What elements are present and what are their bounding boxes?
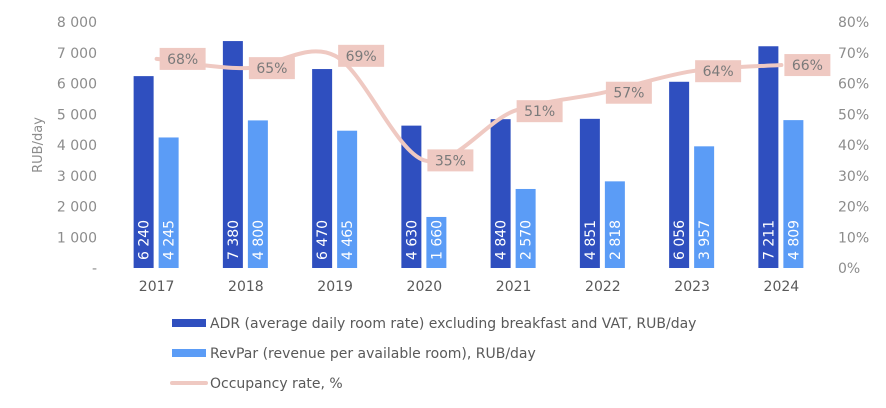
occupancy-label: 66% — [792, 58, 823, 74]
revpar-bar — [694, 146, 715, 268]
y-tick-label: 3 000 — [57, 169, 97, 185]
y-tick-label: - — [92, 261, 97, 277]
revpar-bar-label: 1 660 — [429, 220, 445, 260]
adr-bar — [490, 119, 511, 268]
revpar-bar — [515, 188, 536, 268]
y2-tick-label: 40% — [838, 138, 869, 154]
revpar-bar-label: 4 800 — [251, 220, 267, 260]
revpar-bar — [426, 216, 447, 268]
occupancy-label-box — [605, 81, 652, 104]
y2-tick-label: 30% — [838, 169, 869, 185]
y2-tick-label: 50% — [838, 107, 869, 123]
occupancy-label: 69% — [346, 49, 377, 65]
occupancy-label: 65% — [256, 61, 287, 77]
x-tick-label: 2021 — [496, 279, 532, 295]
y2-tick-label: 80% — [838, 15, 869, 31]
adr-bar — [579, 118, 600, 268]
occupancy-label-box — [427, 149, 474, 172]
occupancy-label-box — [159, 47, 206, 70]
occupancy-label: 51% — [524, 104, 555, 120]
y-tick-label: 8 000 — [57, 15, 97, 31]
revpar-bar-label: 2 818 — [608, 220, 624, 260]
revpar-bar-label: 2 570 — [519, 220, 535, 260]
occupancy-label-box — [248, 57, 295, 80]
revpar-bar — [247, 120, 268, 269]
legend: ADR (average daily room rate) excluding … — [170, 316, 696, 392]
x-tick-label: 2018 — [228, 279, 264, 295]
revpar-bar-label: 3 957 — [697, 220, 713, 260]
y-tick-label: 2 000 — [57, 200, 97, 216]
x-axis-ticks: 2017 2018 2019 2020 2021 2022 2023 2024 — [139, 279, 799, 295]
adr-bar — [758, 46, 779, 268]
occupancy-label-box — [516, 100, 563, 123]
y2-tick-label: 60% — [838, 77, 869, 93]
y-axis-ticks: - 1 000 2 000 3 000 4 000 5 000 6 000 7 000 8 00… — [57, 15, 97, 277]
y2-tick-label: 20% — [838, 200, 869, 216]
adr-bar — [401, 125, 422, 268]
legend-label: RevPar (revenue per available room), RUB… — [210, 346, 536, 362]
adr-bar — [133, 76, 154, 269]
x-tick-label: 2017 — [139, 279, 175, 295]
y-axis-title: RUB/day — [31, 117, 46, 173]
legend-label: Occupancy rate, % — [210, 376, 343, 392]
revpar-bar-label: 4 245 — [162, 220, 178, 260]
adr-bar-label: 4 851 — [583, 220, 599, 260]
x-tick-label: 2019 — [317, 279, 353, 295]
legend-label: ADR (average daily room rate) excluding … — [210, 316, 696, 332]
revpar-bar-label: 4 465 — [340, 220, 356, 260]
y2-tick-label: 70% — [838, 46, 869, 62]
adr-bar-label: 6 470 — [315, 220, 331, 260]
occupancy-label: 68% — [167, 52, 198, 68]
revpar-bar — [783, 120, 804, 268]
adr-bar — [312, 69, 333, 268]
legend-swatch-adr — [172, 319, 206, 327]
revpar-bar — [604, 181, 625, 268]
y2-tick-label: 10% — [838, 230, 869, 246]
x-tick-label: 2024 — [764, 279, 800, 295]
adr-bar-label: 4 840 — [494, 220, 510, 260]
adr-bar-label: 7 380 — [226, 220, 242, 260]
adr-bar-label: 7 211 — [761, 220, 777, 260]
adr-bar — [669, 81, 690, 268]
adr-bar-label: 6 240 — [137, 220, 153, 260]
x-tick-label: 2023 — [674, 279, 710, 295]
occupancy-label: 57% — [613, 86, 644, 102]
occupancy-label-box — [695, 60, 742, 83]
adr-bar-label: 6 056 — [672, 220, 688, 260]
y-tick-label: 4 000 — [57, 138, 97, 154]
y-tick-label: 5 000 — [57, 107, 97, 123]
y-tick-label: 1 000 — [57, 230, 97, 246]
y-tick-label: 7 000 — [57, 46, 97, 62]
occupancy-label: 64% — [703, 64, 734, 80]
y2-axis-ticks: 0% 10% 20% 30% 40% 50% 60% 70% 80% — [838, 15, 869, 277]
revpar-bar-label: 4 809 — [786, 220, 802, 260]
occupancy-label-box — [338, 44, 385, 67]
occupancy-line: 68% 65% 69% 35% 51% 57% 64% 66% — [154, 44, 831, 172]
revpar-bar — [337, 130, 358, 268]
y-tick-label: 6 000 — [57, 77, 97, 93]
y2-tick-label: 0% — [838, 261, 860, 277]
occupancy-label-box — [784, 54, 831, 77]
bars: 6 240 7 380 6 470 4 630 4 840 4 851 6 056 7 211… — [133, 41, 804, 269]
x-tick-label: 2022 — [585, 279, 621, 295]
occupancy-label: 35% — [435, 153, 466, 169]
legend-swatch-revpar — [172, 349, 206, 357]
adr-bar — [222, 41, 243, 268]
x-tick-label: 2020 — [407, 279, 443, 295]
revpar-bar — [158, 137, 179, 268]
adr-bar-label: 4 630 — [404, 220, 420, 260]
